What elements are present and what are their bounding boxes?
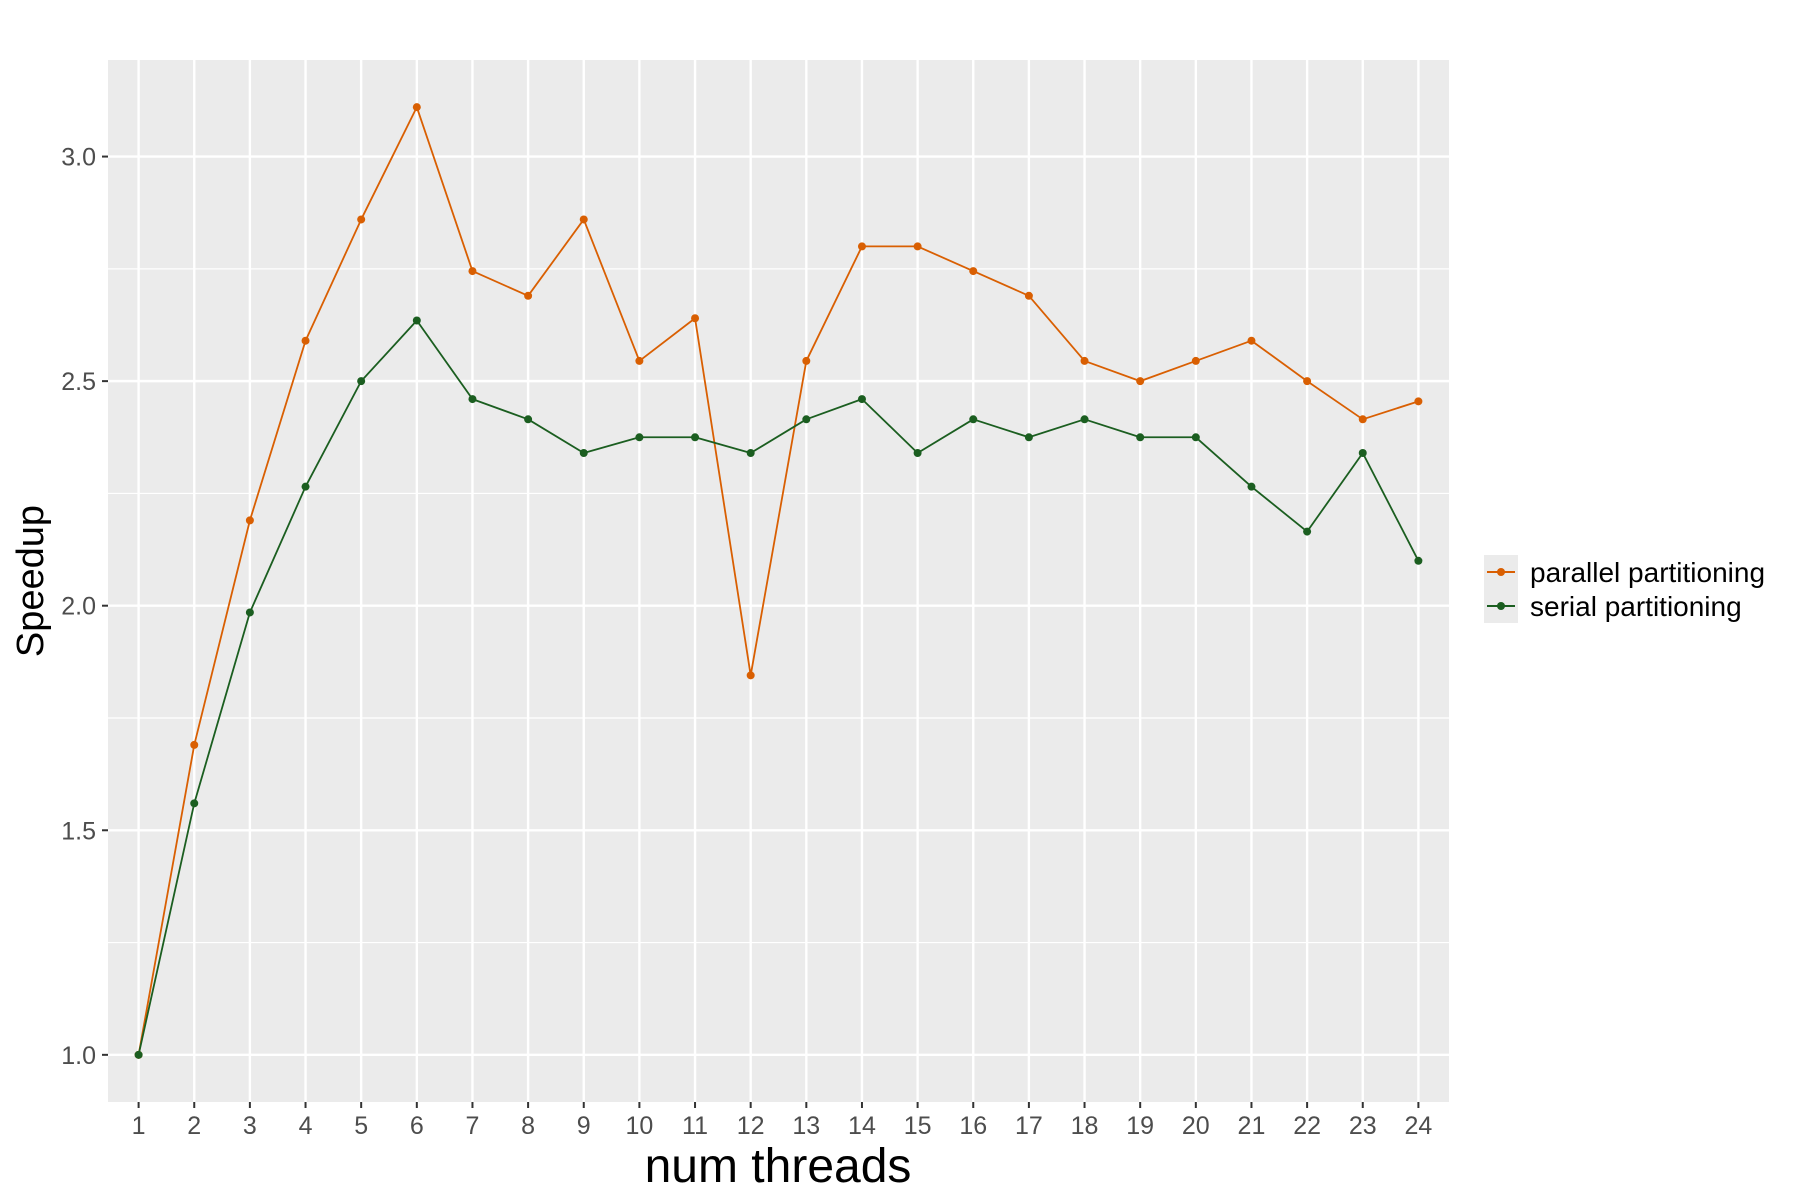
legend-key-point (1497, 568, 1505, 576)
series-layer (134, 103, 1423, 1059)
data-point (691, 314, 700, 323)
x-tick-label: 21 (1238, 1112, 1266, 1140)
series-serial-partitioning (134, 316, 1423, 1059)
data-point (802, 415, 811, 424)
data-point (524, 291, 533, 300)
data-point (1080, 415, 1089, 424)
data-point (1303, 527, 1312, 536)
data-point (1136, 433, 1145, 442)
data-point (468, 267, 477, 276)
data-point (913, 242, 922, 251)
data-point (1136, 377, 1145, 386)
data-point (802, 356, 811, 365)
x-tick-label: 1 (132, 1112, 146, 1140)
x-tick-label: 13 (792, 1112, 820, 1140)
x-tick-label: 7 (466, 1112, 480, 1140)
data-point (969, 415, 978, 424)
data-point (301, 336, 310, 345)
x-tick-label: 2 (187, 1112, 201, 1140)
data-point (412, 103, 421, 112)
x-tick-label: 12 (737, 1112, 765, 1140)
x-tick-label: 8 (521, 1112, 535, 1140)
x-tick-label: 15 (904, 1112, 932, 1140)
legend-label: parallel partitioning (1530, 557, 1765, 588)
data-point (1024, 291, 1033, 300)
series-line (137, 319, 1420, 1056)
data-point (245, 608, 254, 617)
data-point (1358, 415, 1367, 424)
data-point (357, 215, 366, 224)
data-point (635, 356, 644, 365)
x-tick-label: 23 (1349, 1112, 1377, 1140)
y-tick-label: 3.0 (61, 144, 96, 172)
minor-gridlines (108, 268, 1449, 944)
data-point (691, 433, 700, 442)
data-point (579, 448, 588, 457)
data-point (746, 448, 755, 457)
data-point (190, 799, 199, 808)
data-point (301, 482, 310, 491)
x-tick-label: 19 (1126, 1112, 1154, 1140)
major-gridlines (108, 60, 1449, 1102)
x-axis: 1 2 3 4 5 6 7 8 9 10 11 12 13 14 15 16 17 18 19 20 21 22 23 24 (132, 1102, 1432, 1140)
data-point (357, 377, 366, 386)
legend-item: parallel partitioning (1484, 555, 1765, 589)
x-tick-label: 11 (682, 1112, 708, 1140)
data-point (190, 740, 199, 749)
x-tick-label: 18 (1071, 1112, 1099, 1140)
x-tick-label: 10 (625, 1112, 653, 1140)
data-point (468, 395, 477, 404)
y-tick-label: 1.5 (61, 817, 96, 845)
data-point (1414, 556, 1423, 565)
data-point (635, 433, 644, 442)
y-axis-title: Speedup (10, 505, 52, 657)
x-tick-label: 24 (1404, 1112, 1432, 1140)
series-line (137, 106, 1419, 1055)
data-point (1247, 482, 1256, 491)
x-tick-label: 5 (354, 1112, 368, 1140)
x-axis-title: num threads (645, 1140, 912, 1193)
legend-key-point (1497, 602, 1505, 610)
data-point (579, 215, 588, 224)
series-parallel-partitioning (134, 103, 1423, 1059)
x-tick-label: 14 (848, 1112, 876, 1140)
legend-item: serial partitioning (1484, 589, 1742, 623)
legend-label: serial partitioning (1530, 591, 1742, 622)
x-tick-label: 4 (299, 1112, 313, 1140)
data-point (1191, 356, 1200, 365)
data-point (1303, 377, 1312, 386)
data-point (857, 395, 866, 404)
x-tick-label: 20 (1182, 1112, 1210, 1140)
data-point (1191, 433, 1200, 442)
x-tick-label: 3 (243, 1112, 257, 1140)
data-point (969, 267, 978, 276)
y-axis: 1.0 1.5 2.0 2.5 3.0 (61, 144, 108, 1070)
data-point (1080, 356, 1089, 365)
x-tick-label: 9 (577, 1112, 591, 1140)
data-point (1024, 433, 1033, 442)
x-tick-label: 16 (959, 1112, 987, 1140)
data-point (1247, 336, 1256, 345)
data-point (1414, 397, 1423, 406)
data-point (913, 448, 922, 457)
data-point (746, 671, 755, 680)
data-point (245, 516, 254, 525)
data-point (412, 316, 421, 325)
y-tick-label: 2.0 (61, 593, 96, 621)
y-tick-label: 1.0 (61, 1042, 96, 1070)
panel-background (108, 60, 1449, 1102)
data-point (524, 415, 533, 424)
data-point (134, 1050, 143, 1059)
data-point (1358, 448, 1367, 457)
x-tick-label: 6 (410, 1112, 424, 1140)
data-point (857, 242, 866, 251)
x-tick-label: 17 (1015, 1112, 1043, 1140)
y-tick-label: 2.5 (61, 368, 96, 396)
x-tick-label: 22 (1293, 1112, 1321, 1140)
